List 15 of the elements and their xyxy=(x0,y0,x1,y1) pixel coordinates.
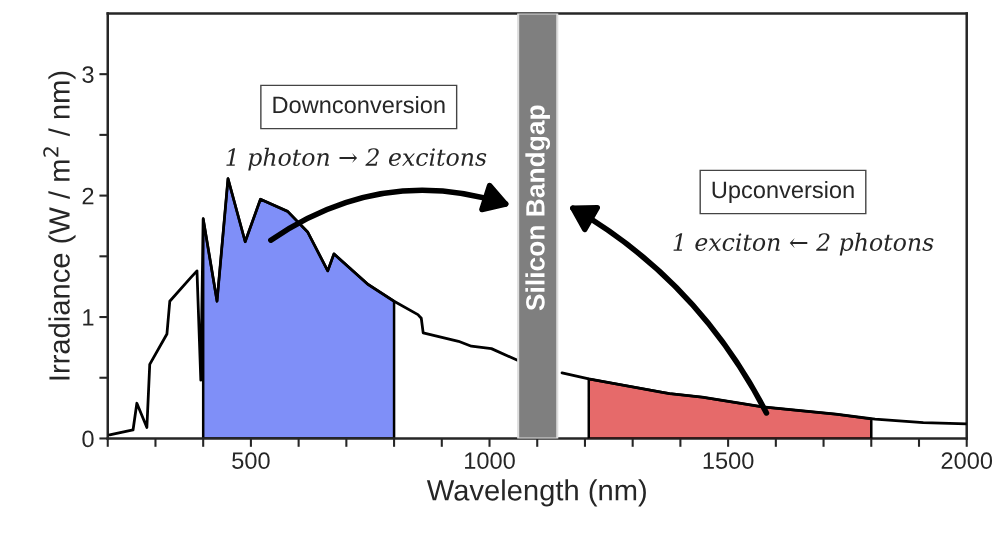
x-tick-label: 1000 xyxy=(465,452,515,470)
y-tick-label: 1 xyxy=(83,309,94,326)
annotation: 1 photon → 2 excitons xyxy=(226,147,487,171)
x-tick-label: 1500 xyxy=(703,452,754,470)
y-tick-label: 3 xyxy=(82,66,94,83)
y-tick-label: 2 xyxy=(82,187,94,205)
y-tick-label: 0 xyxy=(82,430,94,448)
annotation: Downconversion xyxy=(273,95,445,114)
annotation: 1 exciton ← 2 photons xyxy=(673,232,934,256)
band-label: Silicon Bandgap xyxy=(525,105,551,311)
x-tick-label: 500 xyxy=(232,452,270,470)
annotation: Upconversion xyxy=(712,180,854,203)
x-axis-title: Wavelength (nm) xyxy=(426,479,646,507)
y-axis-title: Irradiance (W / m$^{2}$ / nm) xyxy=(43,71,76,380)
x-tick-label: 2000 xyxy=(941,452,993,470)
